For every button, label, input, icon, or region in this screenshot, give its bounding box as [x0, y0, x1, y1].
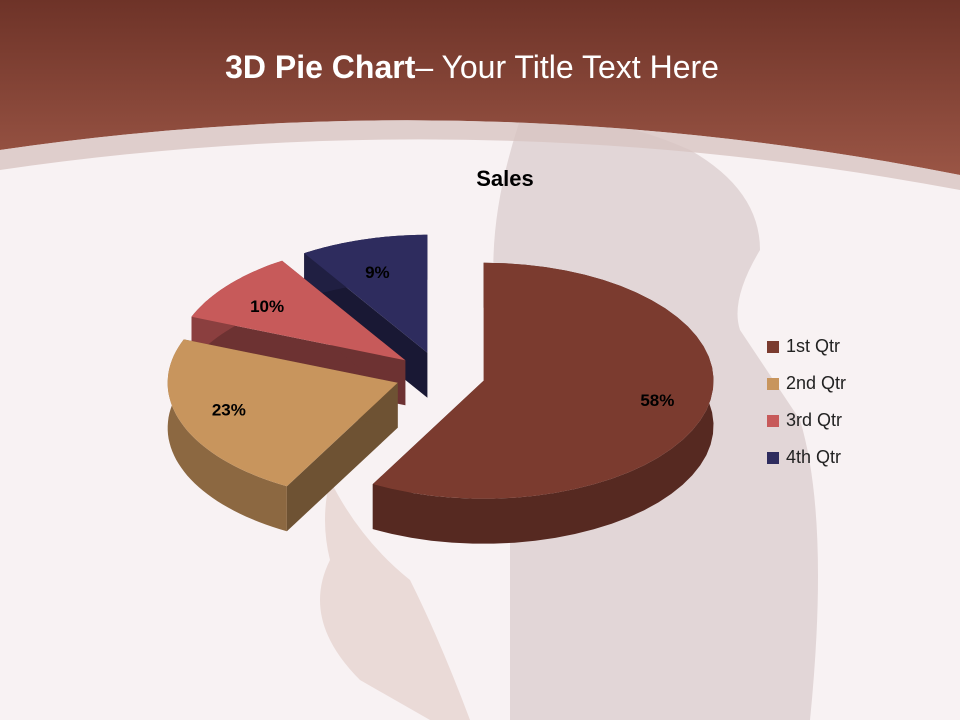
data-label: 10% — [250, 297, 284, 316]
slice-wall — [167, 339, 287, 532]
title-rest: – Your Title Text Here — [415, 49, 719, 85]
legend-label: 4th Qtr — [786, 447, 841, 467]
slice-top — [167, 339, 398, 487]
slice-top — [304, 234, 428, 353]
legend-label: 2nd Qtr — [786, 373, 846, 393]
pie: 58% 23% 10% 9% — [167, 234, 714, 544]
slice-top — [191, 260, 406, 361]
legend-swatch — [767, 378, 779, 390]
legend-swatch — [767, 415, 779, 427]
legend: 1st Qtr 2nd Qtr 3rd Qtr 4th Qtr — [767, 336, 846, 467]
title-bold: 3D Pie Chart — [225, 49, 416, 85]
legend-swatch — [767, 452, 779, 464]
header-curve — [0, 120, 960, 190]
chart-title: Sales — [476, 166, 534, 191]
legend-label: 3rd Qtr — [786, 410, 842, 430]
header-band — [0, 0, 960, 175]
slide-title: 3D Pie Chart– Your Title Text Here — [225, 49, 719, 85]
legend-swatch — [767, 341, 779, 353]
legend-label: 1st Qtr — [786, 336, 840, 356]
data-label: 58% — [640, 391, 674, 410]
photo-hand — [320, 480, 470, 720]
data-label: 23% — [212, 400, 246, 419]
slice-top — [372, 262, 714, 499]
data-label: 9% — [365, 263, 390, 282]
